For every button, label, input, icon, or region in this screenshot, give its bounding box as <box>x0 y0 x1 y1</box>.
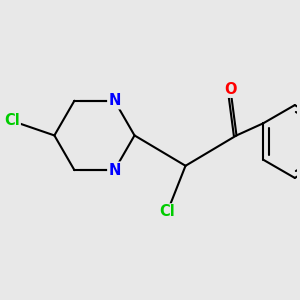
Text: O: O <box>224 82 237 97</box>
Text: N: N <box>108 163 121 178</box>
Text: Cl: Cl <box>159 204 175 219</box>
Text: Cl: Cl <box>4 113 20 128</box>
Text: N: N <box>108 93 121 108</box>
